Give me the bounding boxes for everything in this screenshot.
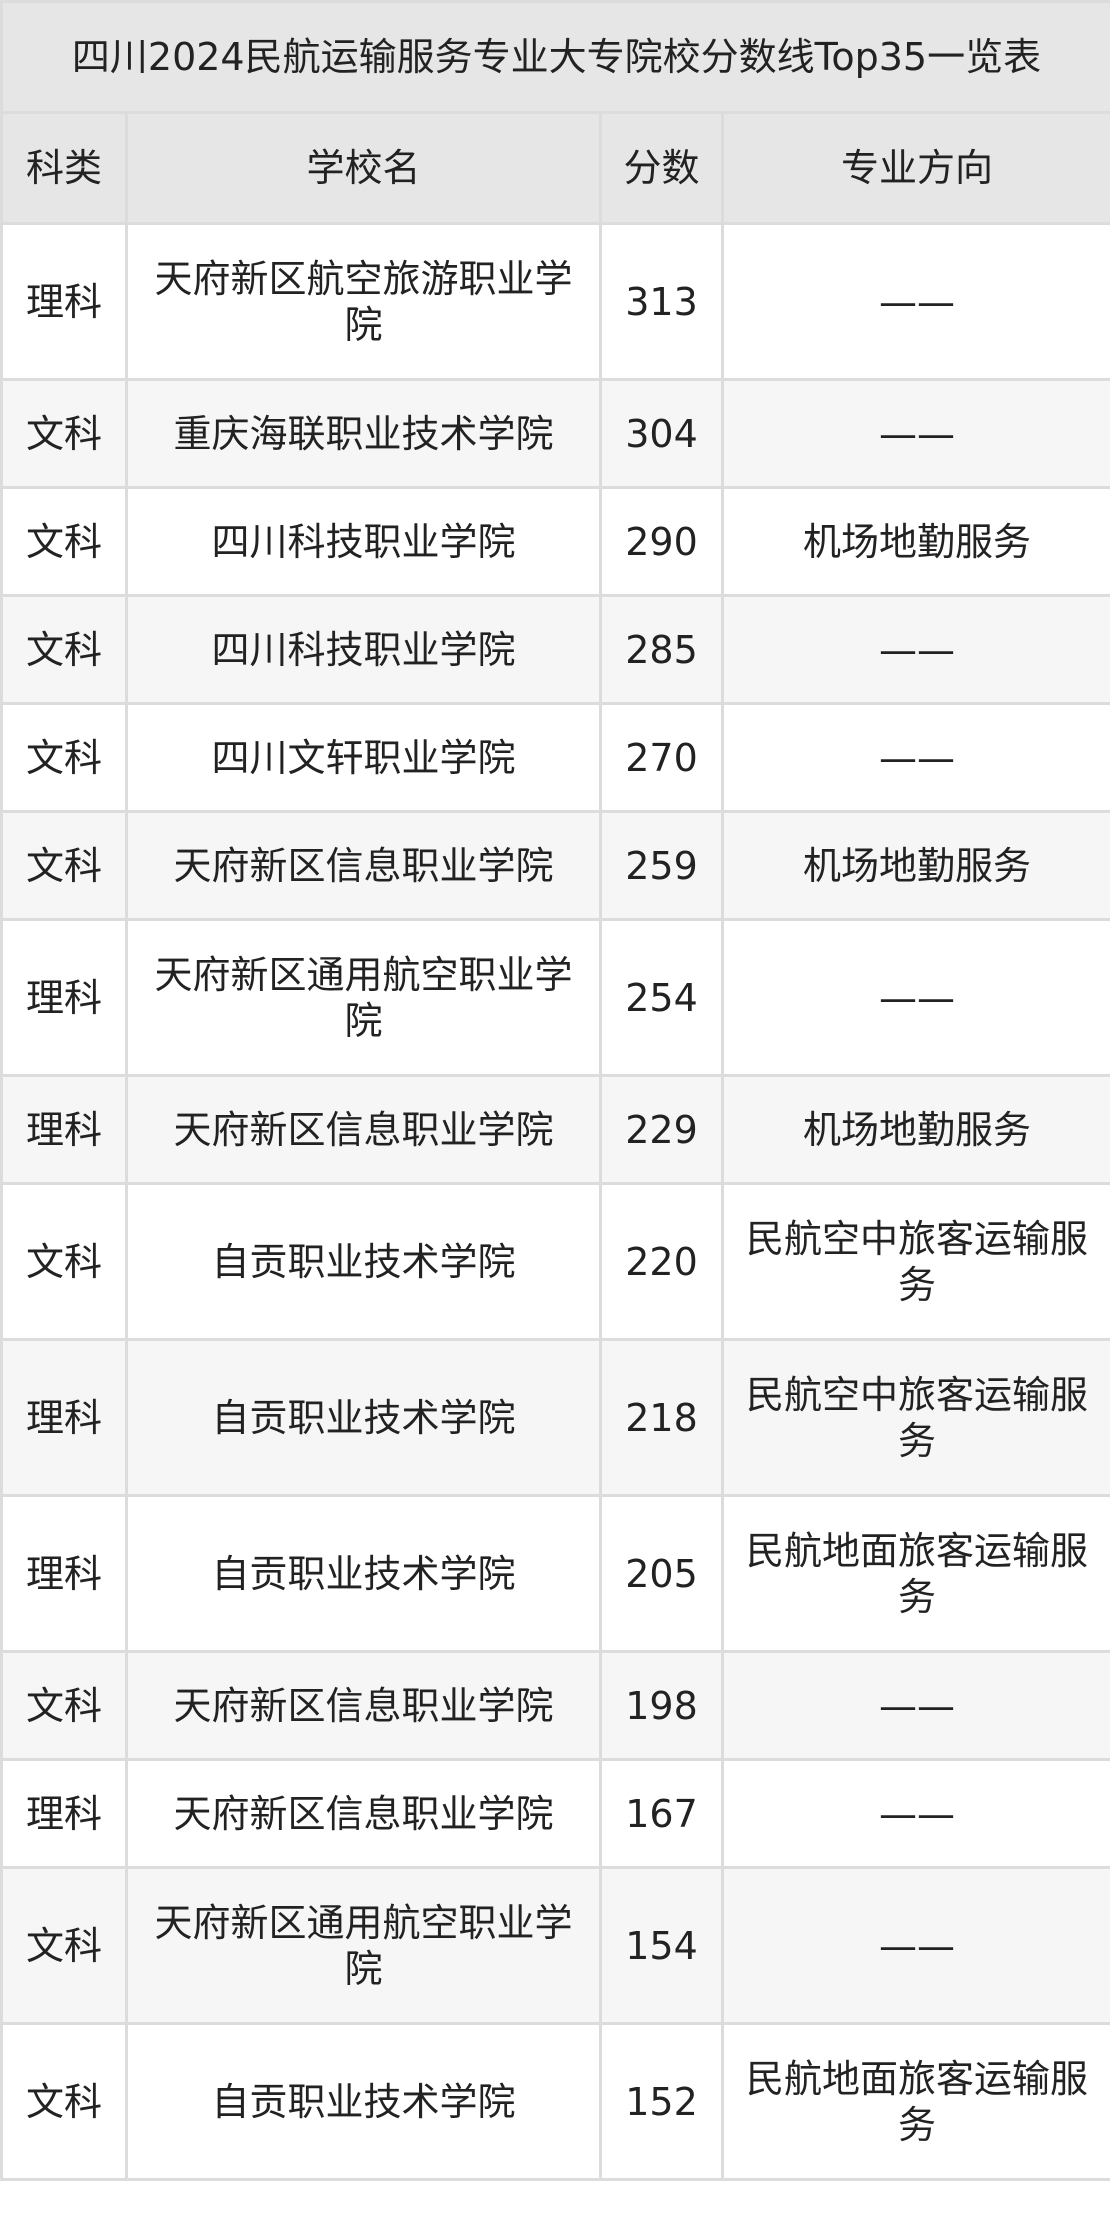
cell-school: 天府新区信息职业学院 [125,1758,602,1869]
cell-score: 154 [599,1866,724,2025]
table-row: 文科 天府新区通用航空职业学院 154 —— [0,1866,1110,2025]
cell-school: 天府新区信息职业学院 [125,1074,602,1185]
table-title: 四川2024民航运输服务专业大专院校分数线Top35一览表 [0,0,1110,114]
table-row: 文科 四川科技职业学院 285 —— [0,594,1110,705]
cell-type: 理科 [0,1074,128,1185]
cell-score: 290 [599,486,724,597]
cell-score: 167 [599,1758,724,1869]
table-row: 理科 自贡职业技术学院 205 民航地面旅客运输服务 [0,1494,1110,1653]
cell-school: 重庆海联职业技术学院 [125,378,602,489]
cell-type: 文科 [0,1182,128,1341]
cell-major: 机场地勤服务 [720,486,1110,597]
cell-score: 205 [599,1494,724,1653]
cell-type: 文科 [0,2022,128,2181]
cell-school: 自贡职业技术学院 [125,1182,602,1341]
cell-score: 254 [599,918,724,1077]
cell-major: —— [720,1758,1110,1869]
cell-type: 理科 [0,1494,128,1653]
header-score: 分数 [599,111,724,225]
table-row: 文科 自贡职业技术学院 220 民航空中旅客运输服务 [0,1182,1110,1341]
table-row: 文科 四川科技职业学院 290 机场地勤服务 [0,486,1110,597]
cell-type: 理科 [0,1758,128,1869]
cell-type: 文科 [0,702,128,813]
cell-school: 天府新区信息职业学院 [125,810,602,921]
cell-type: 文科 [0,486,128,597]
cell-type: 理科 [0,1338,128,1497]
cell-school: 自贡职业技术学院 [125,2022,602,2181]
cell-type: 理科 [0,918,128,1077]
cell-school: 自贡职业技术学院 [125,1494,602,1653]
cell-school: 天府新区信息职业学院 [125,1650,602,1761]
cell-major: 机场地勤服务 [720,1074,1110,1185]
table-row: 文科 天府新区信息职业学院 198 —— [0,1650,1110,1761]
cell-score: 198 [599,1650,724,1761]
cell-score: 259 [599,810,724,921]
cell-type: 文科 [0,1650,128,1761]
cell-school: 天府新区航空旅游职业学院 [125,222,602,381]
cell-major: —— [720,702,1110,813]
cell-major: —— [720,1650,1110,1761]
table-row: 理科 天府新区航空旅游职业学院 313 —— [0,222,1110,381]
table-row: 理科 天府新区通用航空职业学院 254 —— [0,918,1110,1077]
header-school: 学校名 [125,111,602,225]
cell-major: 机场地勤服务 [720,810,1110,921]
cell-type: 文科 [0,810,128,921]
title-row: 四川2024民航运输服务专业大专院校分数线Top35一览表 [0,0,1110,114]
cell-major: —— [720,222,1110,381]
cell-type: 文科 [0,378,128,489]
table-row: 文科 四川文轩职业学院 270 —— [0,702,1110,813]
cell-major: —— [720,1866,1110,2025]
cell-score: 218 [599,1338,724,1497]
cell-score: 285 [599,594,724,705]
header-row: 科类 学校名 分数 专业方向 [0,111,1110,225]
table-row: 理科 天府新区信息职业学院 229 机场地勤服务 [0,1074,1110,1185]
cell-major: —— [720,594,1110,705]
cell-major: 民航空中旅客运输服务 [720,1338,1110,1497]
cell-score: 220 [599,1182,724,1341]
cell-type: 理科 [0,222,128,381]
cell-major: —— [720,378,1110,489]
cell-school: 四川文轩职业学院 [125,702,602,813]
cell-score: 270 [599,702,724,813]
header-major: 专业方向 [720,111,1110,225]
cell-school: 四川科技职业学院 [125,486,602,597]
cell-major: 民航地面旅客运输服务 [720,2022,1110,2181]
table-row: 文科 重庆海联职业技术学院 304 —— [0,378,1110,489]
cell-score: 304 [599,378,724,489]
table-row: 文科 自贡职业技术学院 152 民航地面旅客运输服务 [0,2022,1110,2181]
cell-school: 自贡职业技术学院 [125,1338,602,1497]
cell-major: 民航空中旅客运输服务 [720,1182,1110,1341]
table-row: 理科 自贡职业技术学院 218 民航空中旅客运输服务 [0,1338,1110,1497]
cell-score: 152 [599,2022,724,2181]
table-row: 文科 天府新区信息职业学院 259 机场地勤服务 [0,810,1110,921]
cell-major: —— [720,918,1110,1077]
score-table: 四川2024民航运输服务专业大专院校分数线Top35一览表 科类 学校名 分数 … [0,0,1110,2181]
header-type: 科类 [0,111,128,225]
cell-major: 民航地面旅客运输服务 [720,1494,1110,1653]
cell-school: 四川科技职业学院 [125,594,602,705]
cell-type: 文科 [0,1866,128,2025]
cell-school: 天府新区通用航空职业学院 [125,918,602,1077]
table-row: 理科 天府新区信息职业学院 167 —— [0,1758,1110,1869]
cell-score: 313 [599,222,724,381]
cell-score: 229 [599,1074,724,1185]
cell-school: 天府新区通用航空职业学院 [125,1866,602,2025]
cell-type: 文科 [0,594,128,705]
